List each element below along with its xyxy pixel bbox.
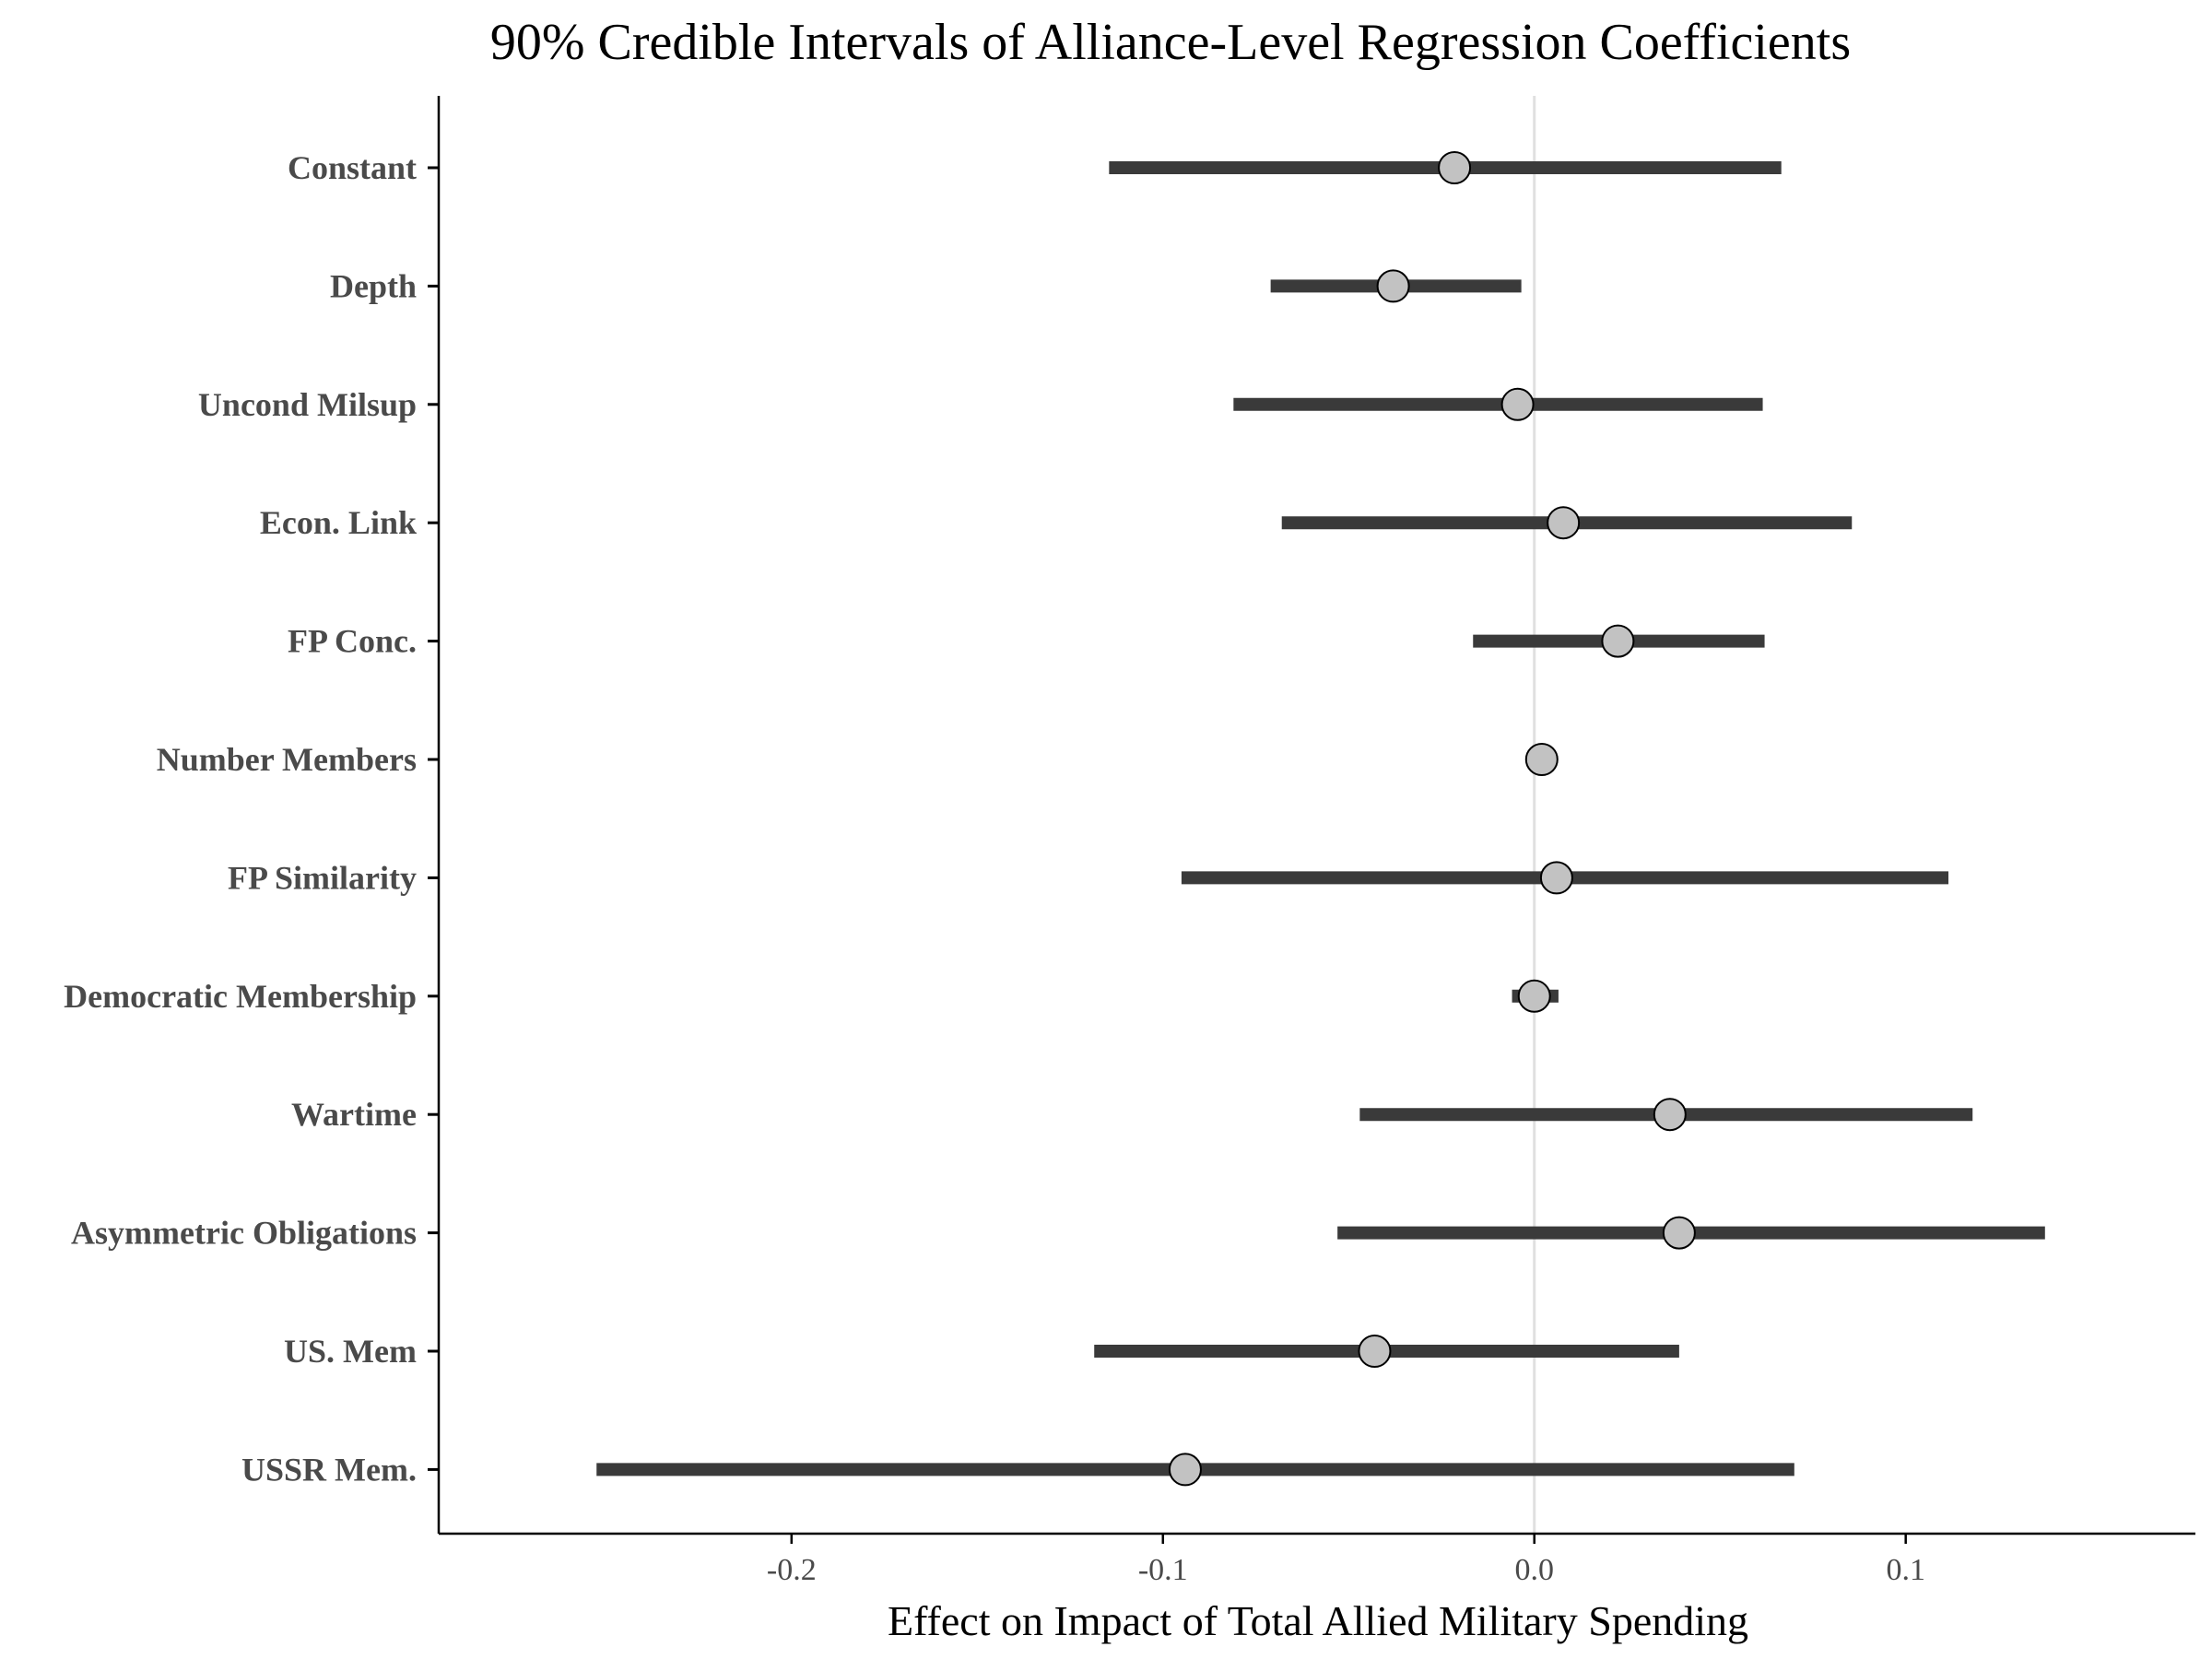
point-estimate: [1168, 1453, 1202, 1487]
x-tick-label: -0.1: [1138, 1553, 1188, 1587]
y-tick-label: Uncond Milsup: [198, 386, 417, 423]
point-estimate: [1438, 151, 1472, 184]
y-tick-label: Econ. Link: [260, 504, 417, 541]
point-estimate: [1517, 979, 1551, 1013]
y-tick-label: Depth: [330, 267, 417, 304]
x-axis-label: Effect on Impact of Total Allied Militar…: [888, 1597, 1748, 1644]
y-tick-label: FP Similarity: [228, 859, 417, 896]
x-tick-label: 0.1: [1886, 1553, 1925, 1587]
point-estimate: [1524, 743, 1559, 776]
x-axis-ticks: -0.2 -0.1 0.0 0.1: [767, 1534, 1925, 1587]
x-tick-label: 0.0: [1514, 1553, 1554, 1587]
point-estimate: [1500, 387, 1535, 421]
y-tick-label: Number Members: [157, 741, 417, 778]
point-estimate: [1601, 624, 1635, 658]
x-tick-label: -0.2: [767, 1553, 817, 1587]
point-estimate: [1653, 1098, 1687, 1132]
y-tick-label: Constant: [288, 149, 417, 186]
y-tick-label: Asymmetric Obligations: [71, 1215, 417, 1252]
point-estimate: [1547, 506, 1581, 540]
interval-group: [596, 161, 2045, 1477]
point-estimate: [1358, 1335, 1392, 1368]
y-tick-label: FP Conc.: [288, 623, 417, 660]
y-tick-label: Democratic Membership: [64, 978, 417, 1015]
point-estimate: [1662, 1216, 1696, 1250]
point-estimate: [1539, 861, 1573, 895]
point-estimate: [1376, 269, 1410, 303]
y-tick-label: USSR Mem.: [241, 1451, 417, 1488]
chart-title: 90% Credible Intervals of Alliance-Level…: [490, 14, 1851, 71]
y-tick-label: US. Mem: [284, 1333, 417, 1370]
y-axis-ticks: Constant Depth Uncond Milsup Econ. Link FP C…: [64, 149, 439, 1488]
y-tick-label: Wartime: [291, 1096, 417, 1133]
point-group: [1168, 151, 1696, 1487]
